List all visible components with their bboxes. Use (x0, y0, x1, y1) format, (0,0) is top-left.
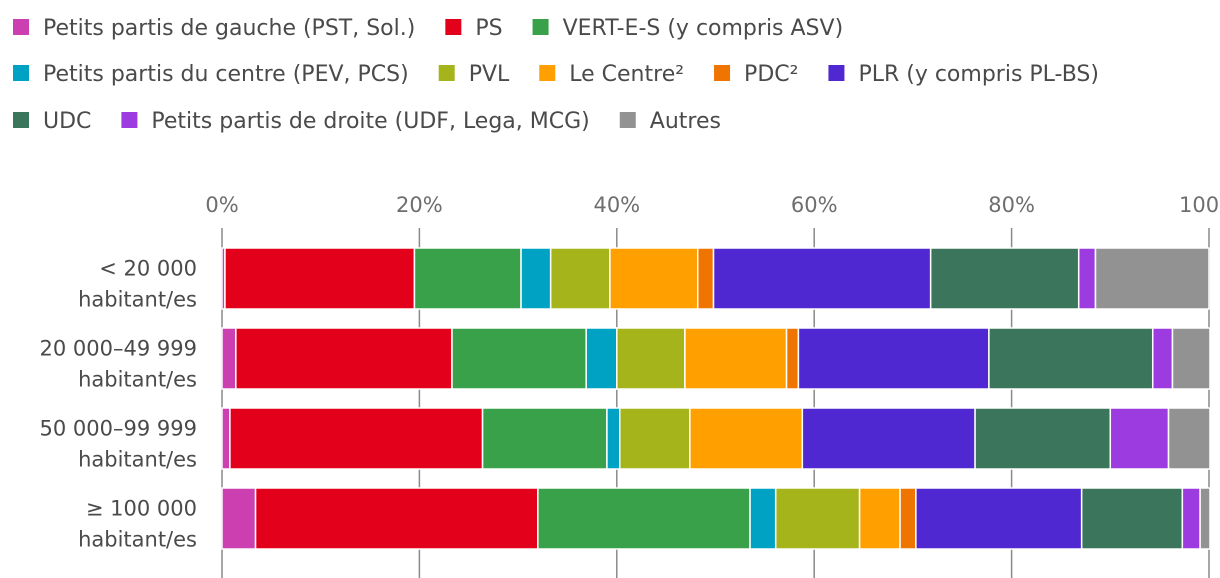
legend-swatch (828, 65, 845, 81)
bar-segment (616, 327, 686, 390)
legend-label: PS (475, 16, 502, 41)
legend-swatch (619, 112, 636, 128)
bar-segment (221, 327, 237, 390)
category-label: < 20 000 (99, 257, 197, 281)
bar-segment (988, 327, 1154, 390)
legend-item: Petits partis de droite (UDF, Lega, MCG) (121, 109, 590, 134)
bar-segment (224, 247, 416, 310)
category-label: 50 000–99 999 (40, 417, 197, 441)
legend-swatch (532, 19, 549, 35)
legend: Petits partis de gauche (PST, Sol.) PS VER… (13, 16, 1099, 134)
legend-item: PVL (438, 62, 510, 87)
bar-segment (1077, 247, 1097, 310)
category-label: habitant/es (78, 288, 197, 312)
bar-segment (1199, 487, 1211, 550)
bar-segment (785, 327, 800, 390)
legend-label: Autres (650, 109, 721, 134)
legend-label: Le Centre² (569, 62, 684, 87)
x-tick-label: 100% (1179, 193, 1220, 217)
x-tick-label: 20% (396, 193, 443, 217)
bar-segment (609, 247, 699, 310)
bar-row (221, 487, 1211, 550)
bar-row (221, 247, 1210, 310)
legend-label: PLR (y compris PL-BS) (858, 62, 1099, 87)
legend-label: Petits partis de droite (UDF, Lega, MCG) (151, 109, 589, 134)
legend-swatch (13, 112, 29, 128)
category-label: habitant/es (78, 528, 197, 552)
bar-segment (1109, 407, 1170, 470)
legend-item: Petits partis de gauche (PST, Sol.) (13, 16, 415, 41)
legend-item: Autres (619, 109, 721, 134)
bar-segment (1080, 487, 1184, 550)
x-tick-label: 0% (205, 193, 238, 217)
bar-segment (684, 327, 788, 390)
legend-label: PDC² (744, 62, 798, 87)
bar-segment (801, 407, 976, 470)
category-label: 20 000–49 999 (40, 337, 197, 361)
legend-item: UDC (13, 109, 91, 134)
legend-item: PS (445, 16, 503, 41)
legend-swatch (445, 19, 462, 35)
bar-segment (221, 487, 257, 550)
bar-segment (537, 487, 751, 550)
category-label: habitant/es (78, 448, 197, 472)
bar-segment (619, 407, 691, 470)
bar-segment (235, 327, 453, 390)
bar-segment (585, 327, 618, 390)
bar-segment (899, 487, 917, 550)
bar-segment (749, 487, 777, 550)
legend-label: VERT-E-S (y compris ASV) (563, 16, 844, 41)
legend-label: Petits partis du centre (PEV, PCS) (43, 62, 409, 87)
category-label: habitant/es (78, 368, 197, 392)
bar-segment (1167, 407, 1211, 470)
legend-item: PDC² (714, 62, 798, 87)
bar-segment (774, 487, 861, 550)
bar-segment (712, 247, 932, 310)
bar-segment (549, 247, 611, 310)
bar-segment (858, 487, 901, 550)
bars (221, 247, 1211, 550)
legend-label: UDC (43, 109, 91, 134)
legend-item: VERT-E-S (y compris ASV) (532, 16, 844, 41)
bar-segment (1094, 247, 1210, 310)
bar-segment (481, 407, 608, 470)
bar-segment (689, 407, 804, 470)
bar-segment (520, 247, 552, 310)
legend-swatch (539, 65, 556, 81)
bar-segment (1181, 487, 1201, 550)
bar-segment (451, 327, 587, 390)
legend-swatch (121, 112, 138, 128)
legend-swatch (438, 65, 455, 81)
legend-swatch (13, 19, 29, 35)
bar-segment (929, 247, 1080, 310)
bar-row (221, 327, 1211, 390)
x-tick-label: 60% (791, 193, 838, 217)
bar-segment (797, 327, 990, 390)
x-axis-ticks: 0% 20% 40% 60% 80% 100% (205, 193, 1220, 217)
legend-item: Le Centre² (539, 62, 684, 87)
legend-item: PLR (y compris PL-BS) (828, 62, 1099, 87)
legend-label: Petits partis de gauche (PST, Sol.) (43, 16, 415, 41)
bar-row (221, 407, 1211, 470)
legend-swatch (13, 65, 29, 81)
legend-label: PVL (469, 62, 510, 87)
bar-segment (1151, 327, 1174, 390)
x-tick-label: 40% (593, 193, 640, 217)
bar-segment (915, 487, 1083, 550)
bar-segment (254, 487, 539, 550)
category-label: ≥ 100 000 (86, 497, 197, 521)
legend-item: Petits partis du centre (PEV, PCS) (13, 62, 409, 87)
bar-segment (696, 247, 715, 310)
bar-segment (974, 407, 1112, 470)
bar-segment (1171, 327, 1211, 390)
legend-swatch (714, 65, 731, 81)
bar-segment (413, 247, 522, 310)
bar-segment (221, 407, 231, 470)
x-tick-label: 80% (988, 193, 1035, 217)
bar-segment (229, 407, 484, 470)
bar-segment (606, 407, 621, 470)
category-labels: < 20 000 habitant/es 20 000–49 999 habitant… (40, 257, 197, 552)
